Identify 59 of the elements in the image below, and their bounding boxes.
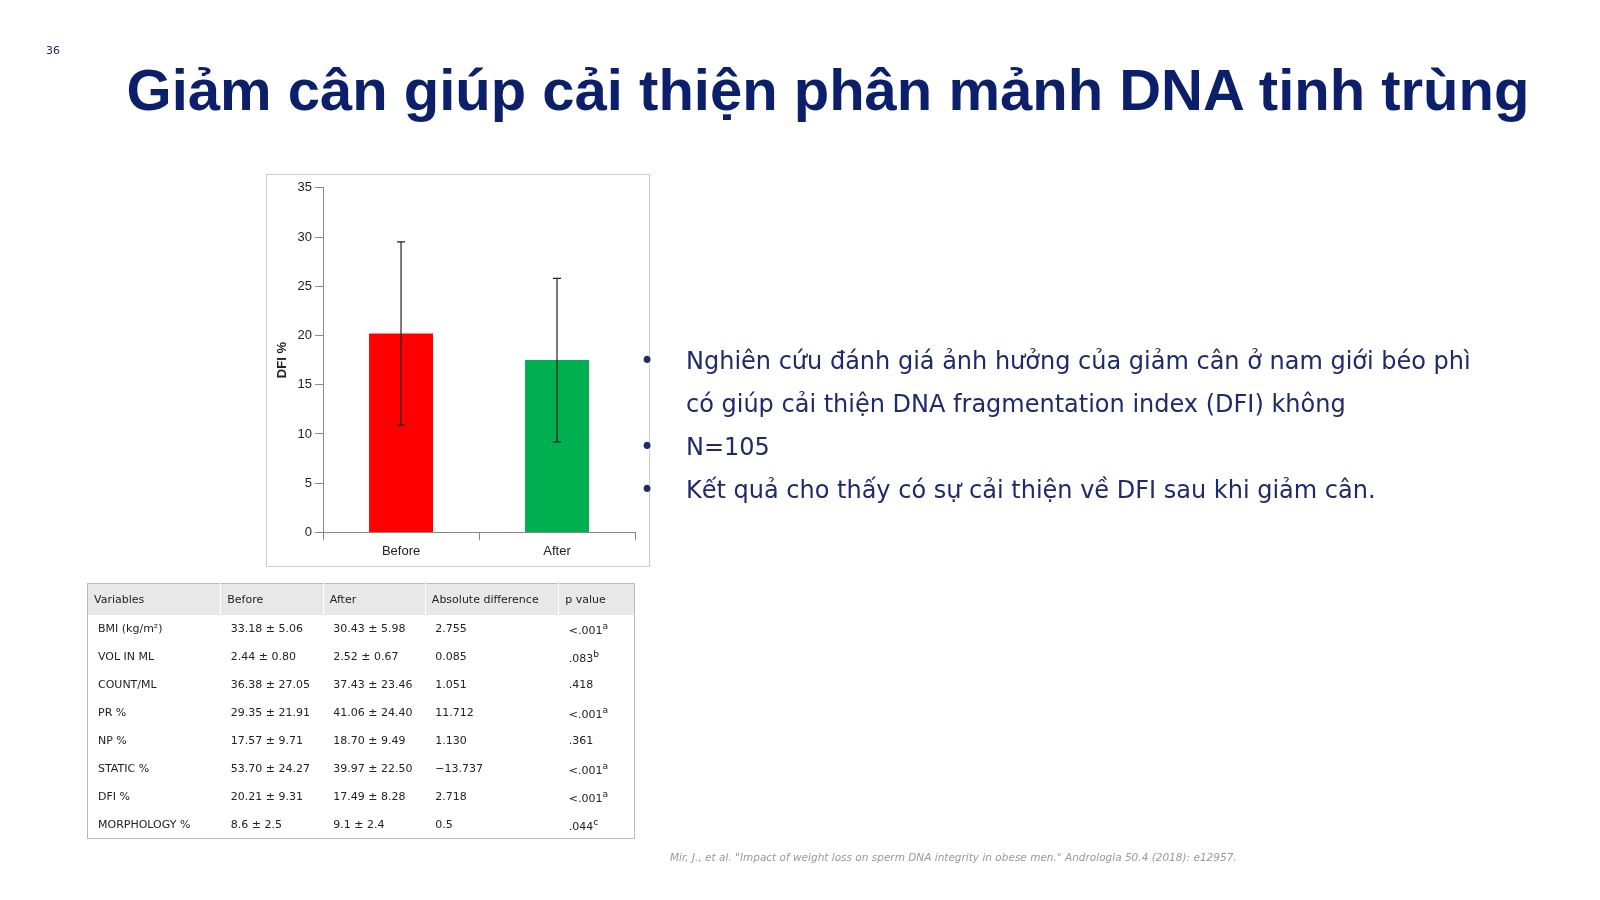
text: −13.737 — [435, 762, 484, 775]
text: 53.70 ± 24.27 — [230, 762, 310, 775]
text: .418 — [568, 678, 594, 691]
text: 2.52 ± 0.67 — [333, 650, 399, 663]
category-label: Absolute difference — [425, 583, 559, 615]
text: <.001$^{a}$ — [568, 704, 609, 721]
category-label: COUNT/ML — [98, 678, 157, 691]
text: • N=105 — [640, 433, 770, 461]
y-tick-label: 35 — [297, 179, 313, 195]
y-tick-label: 10 — [297, 425, 313, 441]
text: 29.35 ± 21.91 — [230, 706, 310, 719]
text: 41.06 ± 24.40 — [333, 706, 413, 719]
category-label: BMI (kg/m²) — [98, 622, 163, 635]
text: 17.57 ± 9.71 — [230, 734, 303, 747]
text: 36.38 ± 27.05 — [230, 678, 310, 691]
y-tick-label: 30 — [297, 228, 313, 244]
y-tick-label: 5 — [304, 474, 313, 490]
category-label: Variables — [87, 583, 221, 615]
text: Mir, J., et al. "Impact of weight loss on sperm DNA integrity in obese men." Andrologia 50.4 (2018): e12957. — [670, 851, 1237, 863]
text: 2.755 — [435, 622, 467, 635]
text: 20.21 ± 9.31 — [230, 790, 303, 803]
category-label: PR % — [98, 706, 127, 719]
text: .083$^{b}$ — [568, 648, 600, 665]
y-axis-title: DFI % — [274, 341, 290, 379]
text: 37.43 ± 23.46 — [333, 678, 413, 691]
text: 30.43 ± 5.98 — [333, 622, 406, 635]
text: 11.712 — [435, 706, 474, 719]
text: 8.6 ± 2.5 — [230, 817, 282, 831]
text: 2.44 ± 0.80 — [230, 650, 296, 663]
text: .044$^{c}$ — [568, 815, 599, 833]
text: <.001$^{a}$ — [568, 788, 609, 805]
category-label: After — [323, 583, 426, 615]
text: 1.130 — [435, 734, 467, 747]
category-label: VOL IN ML — [98, 650, 155, 663]
text: .361 — [568, 734, 594, 747]
text: 33.18 ± 5.06 — [230, 622, 303, 635]
text: 2.718 — [435, 790, 467, 803]
category-label: Before — [220, 583, 324, 615]
text: Giảm cân giúp cải thiện phân mảnh DNA tinh trùng — [125, 56, 1531, 123]
y-tick-label: 15 — [297, 376, 313, 392]
category-label: MORPHOLOGY % — [98, 817, 191, 831]
text: 0.5 — [435, 817, 453, 831]
text: 18.70 ± 9.49 — [333, 734, 406, 747]
y-tick-label: 20 — [297, 327, 313, 343]
text: <.001$^{a}$ — [568, 620, 609, 637]
text: 17.49 ± 8.28 — [333, 790, 406, 803]
text: 0.085 — [435, 650, 467, 663]
category-label: DFI % — [98, 790, 130, 803]
y-tick-label: 25 — [297, 277, 313, 293]
text: <.001$^{a}$ — [568, 760, 609, 777]
text: 1.051 — [435, 678, 467, 691]
text: 36 — [46, 44, 60, 57]
category-label: NP % — [98, 734, 127, 747]
y-tick-label: 0 — [304, 523, 313, 539]
text: 39.97 ± 22.50 — [333, 762, 413, 775]
text: 9.1 ± 2.4 — [333, 817, 385, 831]
category-label: STATIC % — [98, 762, 150, 775]
text: • Nghiên cứu đánh giá ảnh hưởng của giảm cân ở nam giới béo phì có giúp cải thiện DNA fragmentation index (DFI) không — [640, 347, 1471, 418]
text: • Kết quả cho thấy có sự cải thiện về DFI sau khi giảm cân. — [640, 476, 1376, 504]
